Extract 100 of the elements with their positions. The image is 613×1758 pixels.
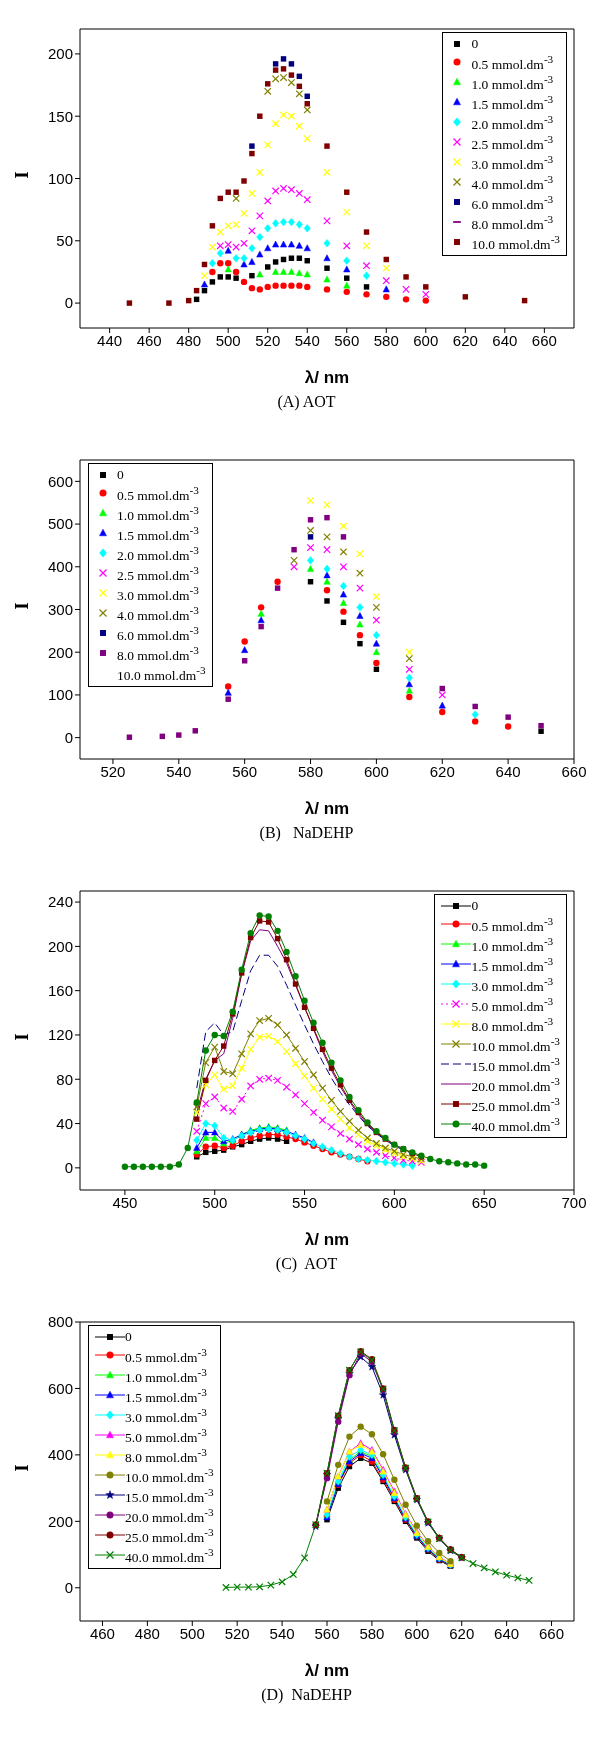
text: (B) NaDEHP (258, 824, 355, 842)
y-tick-label: 800 (47, 1313, 73, 1331)
x-tick-label: 500 (179, 1624, 205, 1642)
y-tick-label: 40 (56, 1114, 73, 1132)
legend-label: 25.0 mmol.dm$^{-3}$ (471, 1093, 560, 1114)
x-axis-title: λ/ nm (304, 1230, 350, 1249)
y-tick-label: 0 (64, 728, 73, 746)
legend-label: 0.5 mmol.dm$^{-3}$ (125, 1344, 207, 1365)
legend-label: 2.0 mmol.dm$^{-3}$ (471, 111, 554, 132)
x-tick-label: 640 (494, 1624, 520, 1642)
legend-label: 0.5 mmol.dm$^{-3}$ (117, 482, 199, 503)
x-tick-label: 600 (363, 762, 389, 780)
legend-label: 2.0 mmol.dm$^{-3}$ (117, 542, 199, 563)
legend-label: 25.0 mmol.dm$^{-3}$ (125, 1524, 214, 1545)
legend-label: 5.0 mmol.dm$^{-3}$ (471, 993, 554, 1014)
x-tick-label: 640 (495, 762, 521, 780)
legend-label: 8.0 mmol.dm$^{-3}$ (117, 642, 199, 663)
y-tick-label: 120 (47, 1026, 73, 1044)
x-tick-label: 480 (176, 331, 202, 349)
legend-label: 1.5 mmol.dm$^{-3}$ (471, 91, 554, 112)
y-tick-label: 600 (47, 472, 73, 490)
x-tick-label: 500 (215, 331, 241, 349)
legend-label: 0 (125, 1329, 132, 1345)
legend-label: 10.0 mmol.dm$^{-3}$ (471, 231, 560, 252)
x-tick-label: 640 (492, 331, 518, 349)
legend-label: 8.0 mmol.dm$^{-3}$ (471, 211, 554, 232)
legend-label: 8.0 mmol.dm$^{-3}$ (471, 1013, 554, 1034)
x-tick-label: 460 (136, 331, 162, 349)
y-tick-label: 80 (56, 1070, 73, 1088)
y-tick-label: 0 (64, 294, 73, 312)
y-axis-title: I (12, 1464, 33, 1472)
legend-label: 4.0 mmol.dm$^{-3}$ (471, 171, 554, 192)
legend-label: 3.0 mmol.dm$^{-3}$ (471, 973, 554, 994)
x-tick-label: 520 (255, 331, 281, 349)
legend-label: 0 (117, 467, 124, 483)
legend-label: 5.0 mmol.dm$^{-3}$ (125, 1424, 207, 1445)
x-tick-label: 580 (298, 762, 324, 780)
legend-label: 4.0 mmol.dm$^{-3}$ (117, 602, 199, 623)
legend-label: 40.0 mmol.dm$^{-3}$ (471, 1113, 560, 1134)
legend-label: 6.0 mmol.dm$^{-3}$ (117, 622, 199, 643)
y-tick-label: 100 (47, 686, 73, 704)
x-tick-label: 650 (471, 1193, 497, 1211)
text: (D) NaDEHP (260, 1686, 353, 1704)
legend-label: 10.0 mmol.dm$^{-3}$ (471, 1033, 560, 1054)
x-tick-label: 660 (531, 331, 557, 349)
x-tick-label: 580 (359, 1624, 385, 1642)
legend-label: 0 (471, 898, 479, 914)
y-tick-label: 200 (47, 643, 73, 661)
legend-label: 6.0 mmol.dm$^{-3}$ (471, 191, 554, 212)
x-tick-label: 550 (292, 1193, 318, 1211)
x-tick-label: 440 (97, 331, 123, 349)
x-axis-title: λ/ nm (304, 799, 350, 818)
x-axis-title: λ/ nm (304, 368, 350, 387)
legend-label: 1.5 mmol.dm$^{-3}$ (125, 1384, 207, 1405)
x-tick-label: 500 (202, 1193, 228, 1211)
legend-label: 10.0 mmol.dm$^{-3}$ (125, 1464, 214, 1485)
legend-label: 3.0 mmol.dm$^{-3}$ (117, 582, 199, 603)
x-tick-label: 480 (134, 1624, 160, 1642)
legend-label: 40.0 mmol.dm$^{-3}$ (125, 1544, 214, 1565)
x-tick-label: 620 (452, 331, 478, 349)
text: (C) AOT (274, 1255, 339, 1273)
legend-label: 20.0 mmol.dm$^{-3}$ (471, 1073, 560, 1094)
x-tick-label: 540 (294, 331, 320, 349)
legend-label: 1.0 mmol.dm$^{-3}$ (125, 1364, 207, 1385)
legend-label: 1.5 mmol.dm$^{-3}$ (471, 953, 554, 974)
legend-label: 1.0 mmol.dm$^{-3}$ (117, 502, 199, 523)
y-axis-title: I (12, 602, 33, 610)
x-tick-label: 620 (429, 762, 455, 780)
y-tick-label: 50 (56, 232, 73, 250)
y-tick-label: 100 (47, 169, 73, 187)
x-tick-label: 560 (314, 1624, 340, 1642)
y-axis-title: I (12, 171, 33, 179)
y-tick-label: 200 (47, 45, 73, 63)
legend-label: 1.5 mmol.dm$^{-3}$ (117, 522, 199, 543)
x-tick-label: 580 (373, 331, 399, 349)
x-tick-label: 460 (89, 1624, 115, 1642)
y-axis-title: I (12, 1033, 33, 1041)
legend-label: 15.0 mmol.dm$^{-3}$ (471, 1053, 560, 1074)
y-tick-label: 0 (64, 1579, 73, 1597)
legend-label: 2.5 mmol.dm$^{-3}$ (471, 131, 554, 152)
x-tick-label: 520 (100, 762, 126, 780)
x-tick-label: 520 (224, 1624, 250, 1642)
x-tick-label: 540 (166, 762, 192, 780)
legend-label: 0 (471, 36, 479, 52)
x-tick-label: 450 (112, 1193, 138, 1211)
x-tick-label: 660 (561, 762, 587, 780)
legend-label: 1.0 mmol.dm$^{-3}$ (471, 933, 554, 954)
legend-label: 0.5 mmol.dm$^{-3}$ (471, 913, 554, 934)
legend-label: 3.0 mmol.dm$^{-3}$ (125, 1404, 207, 1425)
legend-label: 3.0 mmol.dm$^{-3}$ (471, 151, 554, 172)
x-axis-title: λ/ nm (304, 1661, 350, 1680)
y-tick-label: 600 (47, 1379, 73, 1397)
y-tick-label: 150 (47, 107, 73, 125)
x-tick-label: 620 (449, 1624, 475, 1642)
legend-label: 2.5 mmol.dm$^{-3}$ (117, 562, 199, 583)
legend-label: 1.0 mmol.dm$^{-3}$ (471, 71, 554, 92)
y-tick-label: 200 (47, 1512, 73, 1530)
y-tick-label: 400 (47, 1446, 73, 1464)
y-tick-label: 0 (64, 1159, 73, 1177)
x-tick-label: 540 (269, 1624, 295, 1642)
